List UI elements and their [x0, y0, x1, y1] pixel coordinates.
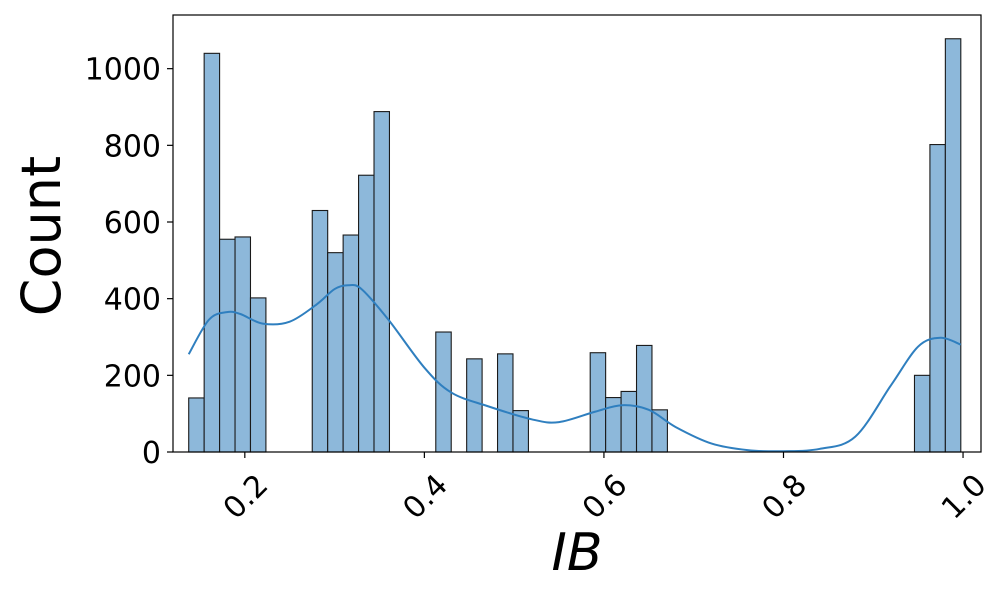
histogram-bar-3	[234, 236, 252, 453]
histogram-bar-9	[373, 111, 391, 453]
histogram-bar-6	[327, 252, 344, 453]
y-tick-label: 1000	[85, 53, 161, 88]
y-tick-label: 0	[142, 436, 161, 471]
histogram-bar-8	[358, 174, 375, 453]
x-tick-label: 0.2	[217, 468, 275, 526]
histogram-bar-1	[203, 52, 221, 453]
histogram-bar-5	[311, 209, 329, 453]
y-tick-label: 800	[104, 129, 161, 164]
histogram-bar-11	[466, 358, 483, 453]
x-tick-label: 0.8	[756, 468, 814, 526]
histogram-bar-2	[219, 238, 236, 453]
histogram-bar-21	[944, 38, 962, 453]
histogram-bar-12	[496, 353, 514, 453]
x-tick-label: 0.6	[576, 468, 634, 526]
histogram-bar-17	[635, 344, 653, 453]
kde-curve	[187, 283, 962, 453]
x-tick-label: 1.0	[935, 468, 993, 526]
histogram-bar-19	[913, 374, 931, 453]
y-tick-label: 600	[104, 206, 161, 241]
histogram-bar-7	[342, 234, 360, 453]
histogram-bar-16	[620, 390, 638, 453]
y-tick-label: 200	[104, 359, 161, 394]
y-axis-label: Count	[10, 156, 73, 316]
plot-area-frame	[172, 14, 982, 453]
histogram-bar-0	[188, 397, 205, 453]
histogram-bars	[188, 38, 962, 453]
x-axis-ticks: 0.2 0.4 0.6 0.8 1.0	[217, 452, 994, 526]
x-axis-label: IB	[551, 523, 602, 583]
x-tick-label: 0.4	[396, 468, 454, 526]
histogram-bar-20	[929, 144, 946, 453]
histogram-bar-14	[589, 352, 607, 453]
y-tick-label: 400	[104, 283, 161, 318]
y-axis-ticks: 0 200 400 600 800 1000	[85, 53, 173, 471]
